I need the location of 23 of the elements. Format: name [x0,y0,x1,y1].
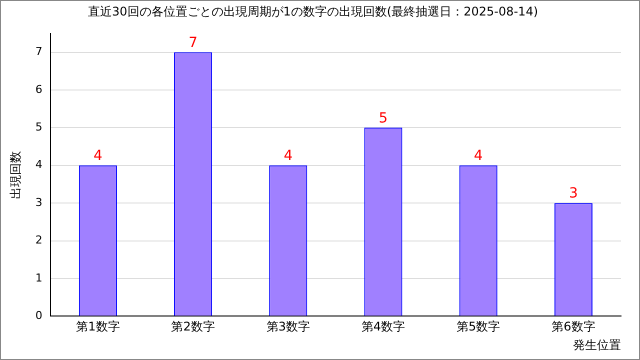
x-tick-label: 第2数字 [171,320,215,334]
y-axis-title: 出現回数 [8,150,22,199]
y-tick-label: 1 [35,271,42,284]
y-tick-label: 3 [35,196,42,209]
data-label: 4 [284,148,293,164]
y-tick-label: 7 [35,45,42,58]
data-label: 7 [188,34,198,51]
chart-title: 直近30回の各位置ごとの出現周期が1の数字の出現回数(最終抽選日：2025-08-14) [88,4,538,18]
y-tick-label: 5 [35,120,42,134]
y-tick-label: 0 [35,309,42,322]
y-tick-label: 2 [35,234,42,247]
y-tick-label: 6 [35,82,42,96]
x-tick-label: 第6数字 [552,320,596,334]
data-label: 4 [474,148,483,164]
y-tick-label: 4 [35,158,42,172]
x-tick-label: 第5数字 [456,320,500,334]
data-label: 5 [378,110,388,126]
data-label: 3 [568,186,578,202]
x-tick-label: 第4数字 [361,320,406,334]
data-label: 4 [93,148,102,164]
x-axis-title: 発生位置 [573,338,621,352]
x-tick-label: 第1数字 [76,320,120,334]
x-tick-label: 第3数字 [266,320,310,334]
